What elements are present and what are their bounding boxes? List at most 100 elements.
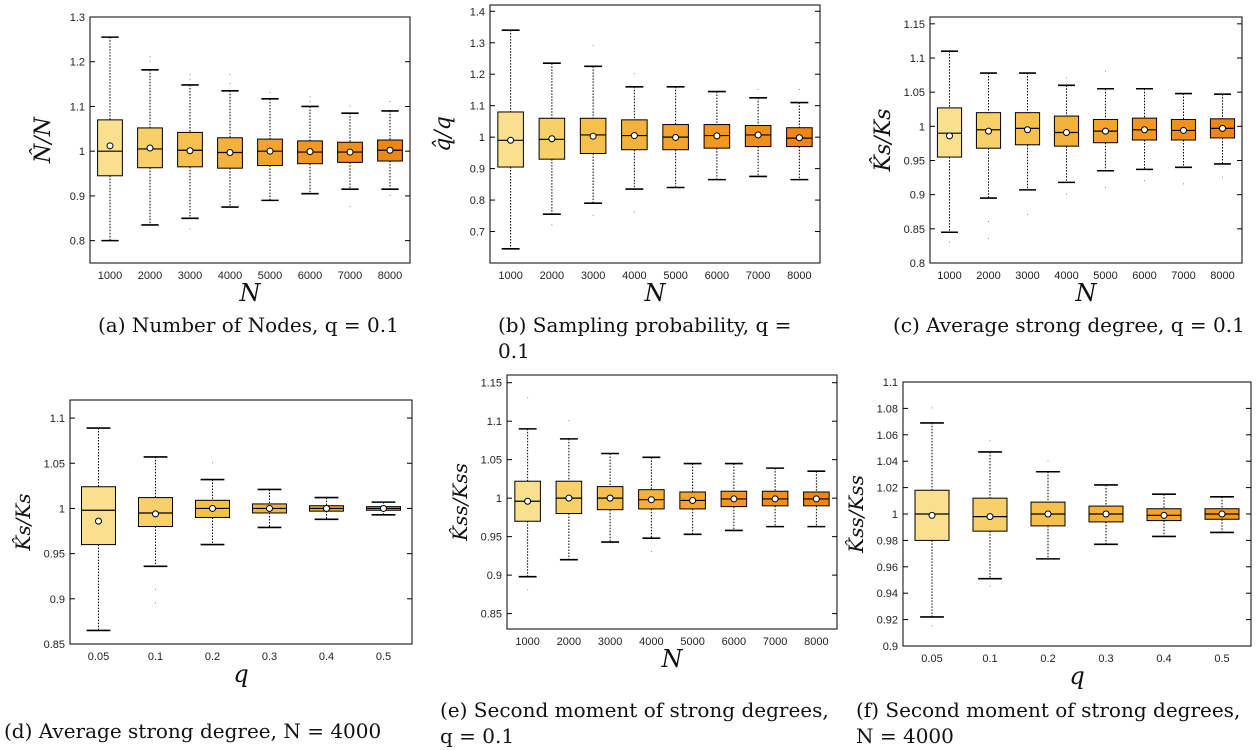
y-tick-label: 0.95 [904,156,925,168]
y-tick-label: 1.04 [877,456,898,468]
y-tick-label: 1.1 [470,101,485,113]
x-tick-label: 0.1 [148,651,163,663]
chart-f: 0.9 0.92 0.94 0.96 0.98 1 1.02 1.04 1.06 1.08 1.1 0… [844,377,1252,690]
box-5000 [1092,70,1119,189]
mean-marker [1160,511,1168,519]
y-tick-label: 1.4 [470,6,485,18]
mean-marker [386,146,394,154]
y-tick-label: 1.06 [877,430,898,442]
x-tick-label: 0.3 [262,651,277,663]
y-tick-label: 1.3 [470,38,485,50]
x-tick-label: 2000 [138,270,162,282]
x-tick-label: 8000 [787,270,811,282]
mean-marker [1102,510,1110,518]
box-2000 [975,72,1002,241]
box-5000 [257,92,283,202]
x-tick-label: 3000 [581,270,605,282]
mean-marker [306,148,314,156]
box-4000 [217,74,243,208]
mean-marker [713,132,721,140]
y-tick-label: 0.95 [44,549,65,561]
mean-marker [1218,510,1226,518]
caption-f: (f) Second moment of strong degrees, N =… [856,698,1247,748]
plot-frame [902,381,1252,647]
box-4000 [621,73,648,214]
x-axis-label: N [239,279,262,307]
mean-marker [1180,126,1187,134]
y-tick-label: 0.9 [70,191,85,203]
y-axis-label: q̂/q [431,116,456,152]
caption-e: (e) Second moment of strong degrees, q =… [440,698,836,748]
x-axis-label: N [661,645,684,673]
y-tick-label: 1 [919,121,925,133]
y-axis-label: K̂ss/Kss [844,475,868,554]
box-8000 [803,470,830,528]
box-3000 [579,44,607,217]
chart-c: 0.8 0.85 0.9 0.95 1 1.05 1.1 1.15 1000 2000 3000 40… [870,16,1243,307]
mean-marker [689,496,697,504]
mean-marker [106,142,114,150]
caption-d: (d) Average strong degree, N = 4000 [4,719,382,743]
x-tick-label: 8000 [804,636,828,648]
x-tick-label: 7000 [338,270,362,282]
x-tick-label: 4000 [218,270,242,282]
mean-marker [524,497,532,505]
x-tick-label: 0.5 [376,651,391,663]
caption-c: (c) Average strong degree, q = 0.1 [893,313,1245,337]
mean-marker [946,132,953,140]
mean-marker [1024,126,1031,134]
y-tick-label: 1.05 [904,87,925,99]
mean-marker [589,132,597,140]
box-6000 [720,462,748,532]
box-0.1 [138,456,173,605]
chart-b: 0.7 0.8 0.9 1 1.1 1.2 1.3 1.4 1000 2000 3000 4000 50… [431,4,821,307]
x-tick-label: 8000 [1210,270,1234,282]
box-0.3 [1088,484,1124,546]
iqr-box [1053,115,1080,147]
x-tick-label: 0.5 [1214,653,1229,665]
box-1000 [936,50,963,244]
box-2000 [555,420,583,561]
box-3000 [596,452,624,543]
mean-marker [986,513,994,521]
y-tick-label: 1.1 [70,101,85,113]
y-tick-label: 0.9 [910,190,925,202]
y-tick-label: 0.7 [470,227,485,239]
y-tick-label: 0.9 [883,641,898,653]
mean-marker [1219,124,1226,132]
box-5000 [662,86,689,189]
x-tick-label: 6000 [722,636,746,648]
y-tick-label: 1.15 [904,19,925,31]
y-tick-label: 1 [79,146,85,158]
x-tick-label: 0.3 [1098,653,1113,665]
x-tick-label: 5000 [1093,270,1117,282]
x-axis-label: N [1075,279,1098,307]
y-tick-label: 1 [59,503,65,515]
box-2000 [538,62,566,227]
mean-marker [548,135,556,143]
iqr-box [81,486,116,546]
x-tick-label: 6000 [1132,270,1156,282]
panel-a: 0.8 0.9 1 1.1 1.2 1.3 1000 2000 3000 4000 5000 6000… [20,5,420,307]
y-tick-label: 0.8 [470,195,485,207]
y-tick-label: 0.8 [70,236,85,248]
x-tick-label: 4000 [622,270,646,282]
box-0.5 [366,501,401,516]
x-tick-label: 4000 [1054,270,1078,282]
x-tick-label: 4000 [639,636,663,648]
y-tick-label: 0.94 [877,588,898,600]
box-6000 [297,96,323,195]
mean-marker [507,136,515,144]
y-tick-label: 1.2 [70,57,85,69]
mean-marker [630,132,638,140]
x-tick-label: 2000 [976,270,1000,282]
box-6000 [1131,87,1158,182]
chart-a: 0.8 0.9 1 1.1 1.2 1.3 1000 2000 3000 4000 5000 6000… [30,12,411,307]
box-0.5 [1204,496,1240,534]
mean-marker [647,496,655,504]
y-tick-label: 0.92 [877,615,898,627]
mean-marker [1044,510,1052,518]
box-8000 [377,100,403,197]
mean-marker [146,144,154,152]
mean-marker [226,149,234,157]
